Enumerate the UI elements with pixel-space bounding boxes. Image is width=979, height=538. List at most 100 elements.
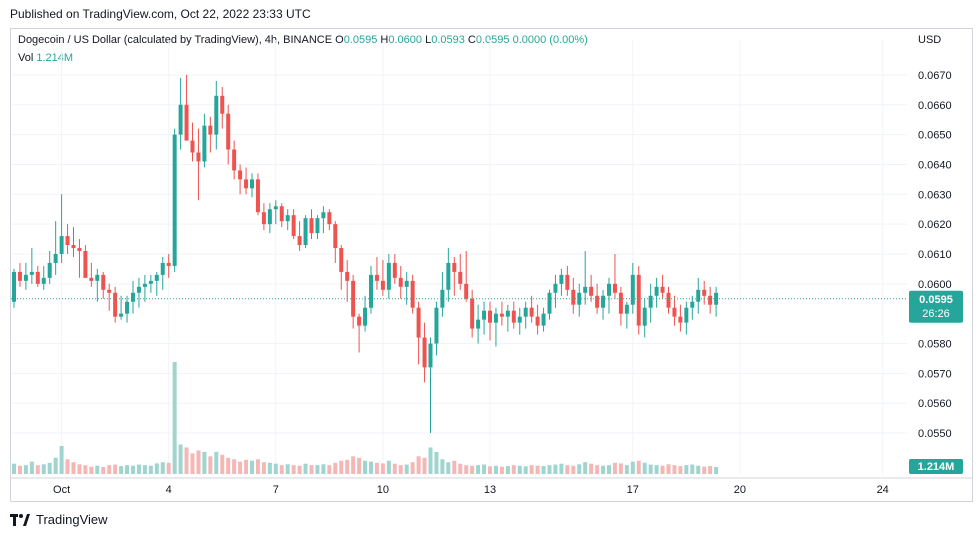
symbol-title[interactable]: Dogecoin / US Dollar (calculated by Trad…	[18, 34, 333, 46]
candle-body	[142, 283, 147, 287]
candle-body	[374, 274, 379, 281]
candle	[65, 224, 70, 254]
candle	[77, 239, 82, 278]
candle-body	[654, 286, 659, 296]
candle	[53, 221, 58, 275]
volume-bar	[351, 456, 356, 474]
candle	[23, 262, 28, 290]
candle	[476, 304, 481, 344]
candle-body	[476, 319, 481, 329]
candle-body	[422, 337, 427, 368]
footer-brand[interactable]: TradingView	[10, 512, 108, 527]
volume-bar	[363, 460, 368, 474]
candle	[29, 248, 34, 284]
candle	[232, 140, 237, 180]
volume-label[interactable]: Vol	[18, 52, 34, 64]
candle-body	[279, 206, 284, 222]
candle	[499, 301, 504, 326]
candle	[458, 253, 463, 290]
tradingview-logo-icon	[10, 513, 30, 526]
volume-bar	[279, 465, 284, 474]
candle-body	[464, 283, 469, 299]
candle	[446, 248, 451, 302]
candle-body	[261, 212, 266, 225]
volume-bar	[636, 460, 641, 474]
candle	[386, 253, 391, 299]
volume-bar	[77, 464, 82, 474]
candle-body	[321, 212, 326, 219]
currency-label[interactable]: USD	[918, 34, 942, 46]
volume-bar	[12, 463, 16, 474]
candle	[559, 268, 564, 296]
candle-body	[208, 125, 213, 135]
candle-body	[363, 307, 368, 326]
candle-body	[660, 286, 665, 293]
candle	[505, 304, 510, 332]
volume-bar	[303, 463, 308, 474]
candle	[493, 307, 498, 347]
candle	[303, 215, 308, 249]
candle	[714, 286, 719, 317]
volume-bar	[428, 447, 433, 474]
candle	[226, 104, 231, 165]
candle-body	[65, 236, 70, 246]
candle-body	[357, 316, 362, 326]
volume-bar	[565, 465, 570, 474]
volume-bar	[315, 465, 320, 474]
candle	[583, 251, 588, 305]
bar-countdown: 26:26	[922, 308, 950, 320]
candle-body	[648, 295, 653, 308]
footer-brand-label: TradingView	[36, 512, 108, 527]
candle-body	[333, 224, 338, 249]
volume-bar	[172, 362, 177, 474]
candle-body	[601, 295, 606, 308]
volume-bar	[89, 466, 94, 474]
candle	[547, 289, 552, 320]
volume-bar	[601, 465, 606, 474]
volume-bar	[125, 465, 130, 474]
volume-bar	[131, 465, 135, 474]
volume-bar	[523, 466, 528, 474]
price-tick-label: 0.0600	[918, 279, 952, 291]
volume-bar	[23, 465, 28, 474]
volume-bar	[321, 464, 326, 474]
candle-body	[220, 95, 225, 114]
candle	[95, 268, 100, 302]
candle-body	[452, 262, 457, 272]
volume-bar	[410, 462, 415, 474]
high-value: 0.0600	[388, 34, 423, 46]
candle-body	[244, 179, 249, 189]
volume-bar	[196, 450, 201, 474]
volume-bar	[577, 464, 582, 474]
volume-bar	[136, 464, 141, 474]
price-tick-label: 0.0630	[918, 189, 952, 201]
volume-value: 1.214M	[36, 52, 74, 64]
candle-body	[83, 251, 88, 278]
candle-body	[666, 292, 671, 308]
candle-body	[392, 262, 397, 278]
volume-bar	[142, 465, 147, 474]
candle-body	[559, 274, 564, 284]
candle-body	[41, 277, 46, 284]
candle	[357, 313, 362, 353]
volume-bar	[297, 465, 302, 474]
volume-bar	[571, 465, 576, 474]
volume-bar	[452, 460, 457, 474]
volume-bar	[398, 465, 403, 474]
volume-bar	[250, 460, 254, 474]
candle	[297, 221, 302, 252]
volume-bar	[119, 466, 124, 474]
candle	[339, 245, 344, 290]
volume-bar	[630, 461, 635, 474]
candle-body	[589, 286, 594, 296]
candle	[261, 203, 266, 231]
volume-bar	[434, 451, 439, 474]
volume-bar	[238, 461, 243, 474]
candle-body	[101, 274, 106, 290]
close-value: 0.0595	[475, 34, 510, 46]
volume-bar	[267, 462, 272, 474]
candle	[333, 221, 338, 263]
candle-body	[618, 292, 623, 314]
candle	[101, 271, 106, 299]
